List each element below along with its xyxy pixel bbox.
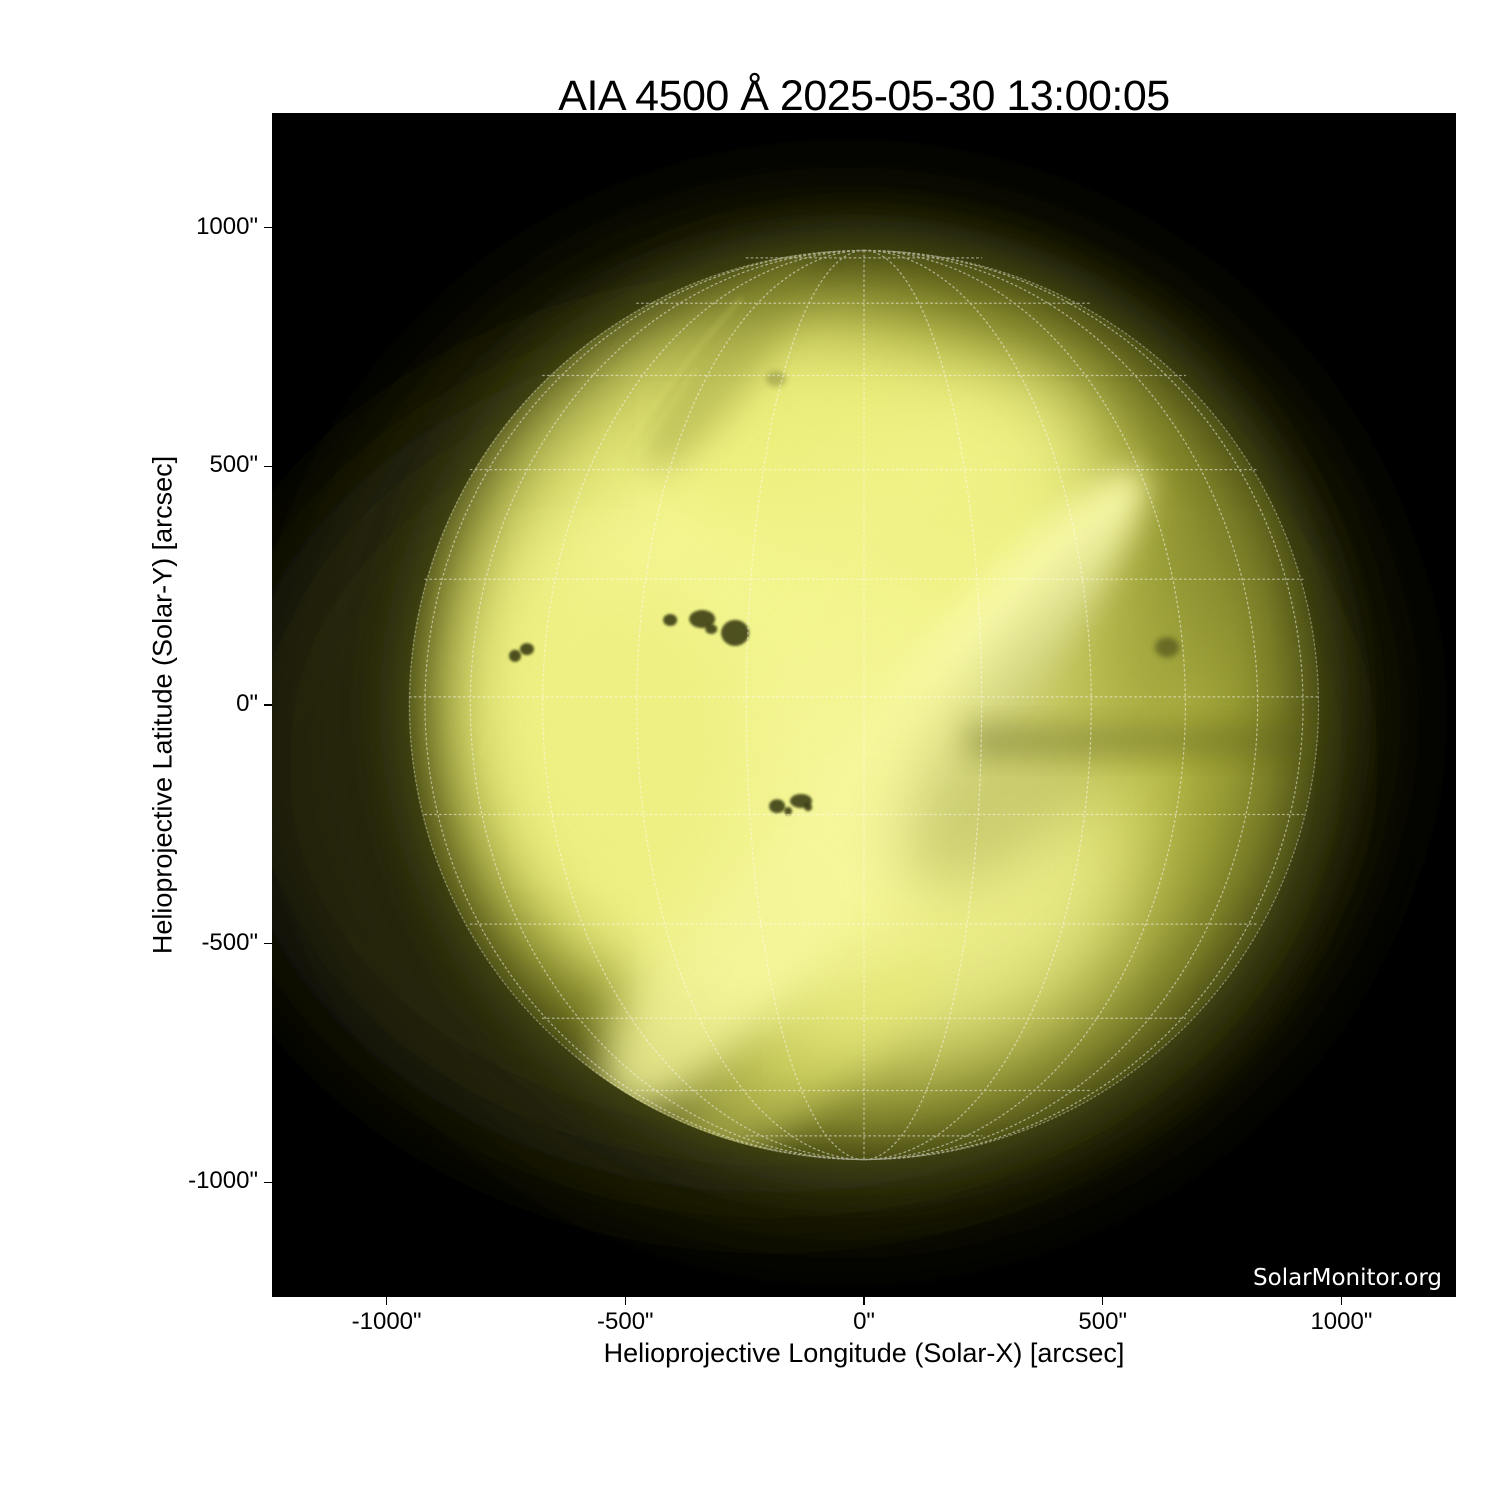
y-tick-mark <box>264 1181 272 1184</box>
y-tick-label: -1000" <box>188 1167 258 1195</box>
x-tick-label: -500" <box>597 1308 654 1335</box>
y-tick-mark <box>264 704 272 706</box>
plot-area: SolarMonitor.org <box>272 113 1456 1297</box>
x-tick-label: -1000" <box>351 1308 422 1335</box>
y-tick-mark <box>264 942 272 945</box>
y-tick-mark <box>264 226 272 229</box>
x-tick-mark <box>863 1297 865 1305</box>
x-tick-mark <box>1101 1297 1104 1305</box>
x-tick-mark <box>385 1297 388 1305</box>
y-tick-label: 0" <box>236 690 258 717</box>
y-tick-label: 1000" <box>196 212 258 240</box>
x-tick-label: 500" <box>1078 1308 1127 1335</box>
plot-title: AIA 4500 Å 2025-05-30 13:00:05 <box>558 72 1170 120</box>
x-tick-label: 1000" <box>1310 1308 1373 1335</box>
watermark: SolarMonitor.org <box>1253 1265 1442 1291</box>
x-axis-label: Helioprojective Longitude (Solar-X) [arc… <box>603 1338 1125 1368</box>
y-tick-label: -500" <box>201 928 258 956</box>
y-tick-label: 500" <box>209 451 258 479</box>
y-tick-mark <box>264 465 272 468</box>
x-tick-mark <box>1340 1297 1343 1305</box>
solar-disk-image <box>272 213 1372 1213</box>
x-tick-label: 0" <box>853 1308 875 1335</box>
x-tick-mark <box>624 1297 627 1305</box>
